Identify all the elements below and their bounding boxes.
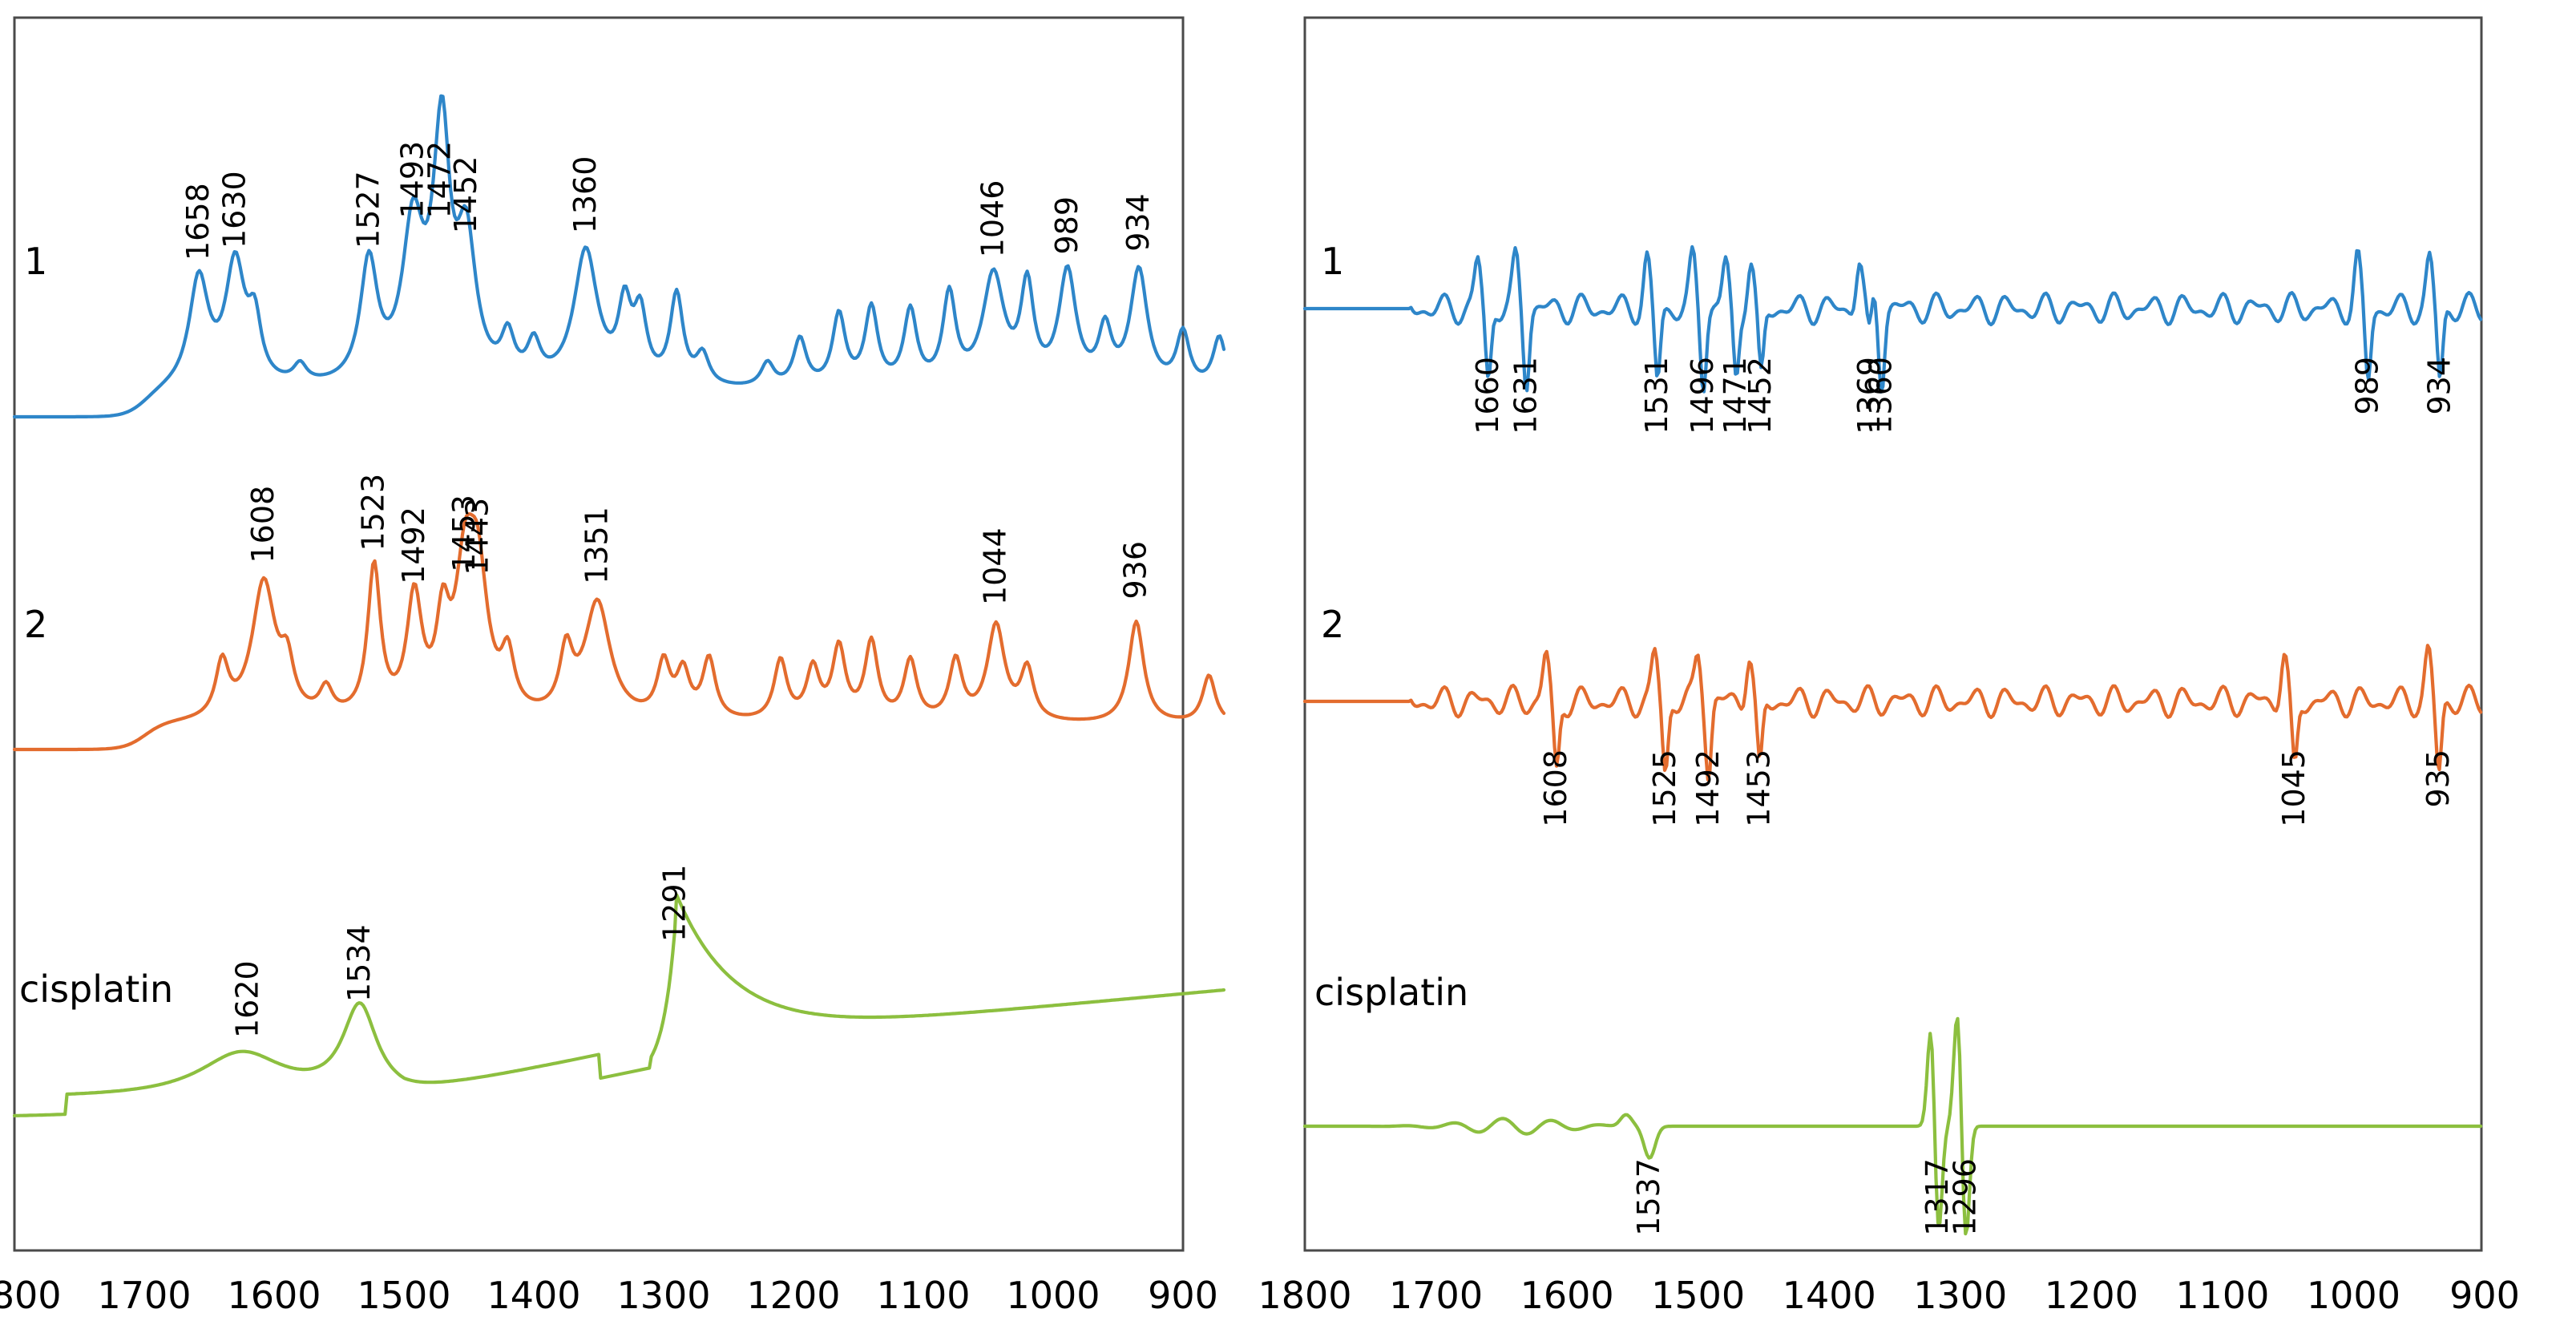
left-peak-label-1-1046: 1046 [975, 180, 1011, 258]
right-series-label-cisplatin: cisplatin [1314, 971, 1468, 1014]
right-peak-label-cisplatin-1537: 1537 [1631, 1158, 1666, 1236]
right-peak-label-cisplatin-1296: 1296 [1947, 1158, 1982, 1236]
right-x-tick-900: 900 [2449, 1274, 2520, 1317]
left-peak-label-2-1608: 1608 [245, 486, 281, 564]
right-peak-label-2-1492: 1492 [1690, 749, 1726, 827]
right-trace-2 [1302, 644, 2483, 782]
left-x-tick-1700: 1700 [97, 1274, 191, 1317]
right-peak-label-1-989: 989 [2349, 357, 2384, 415]
left-x-tick-1200: 1200 [746, 1274, 840, 1317]
left-panel-frame [13, 16, 1185, 1252]
left-x-tick-1100: 1100 [876, 1274, 970, 1317]
right-peak-label-cisplatin-1317: 1317 [1920, 1158, 1955, 1236]
right-x-tick-1300: 1300 [1913, 1274, 2007, 1317]
right-panel-frame [1303, 16, 2483, 1252]
left-x-tick-900: 900 [1148, 1274, 1218, 1317]
right-series-label-1: 1 [1321, 240, 1344, 283]
right-trace-1 [1302, 244, 2483, 394]
right-x-tick-labels: 1800 1700 1600 1500 1400 1300 1200 1100 1000 900 [1258, 1274, 2519, 1317]
right-peak-label-1-934: 934 [2421, 357, 2457, 415]
left-peak-label-2-1351: 1351 [579, 507, 614, 584]
left-peak-label-cisplatin-1534: 1534 [341, 924, 377, 1002]
right-x-tick-1600: 1600 [1520, 1274, 1614, 1317]
left-series-labels: 1 2 cisplatin [19, 240, 173, 1011]
left-series-label-2: 2 [24, 603, 47, 646]
right-x-tick-1200: 1200 [2045, 1274, 2138, 1317]
right-peak-label-2-1525: 1525 [1647, 749, 1682, 827]
left-peak-label-1-1493: 1493 [394, 141, 430, 219]
left-peak-label-1-1472: 1472 [422, 141, 457, 219]
left-peak-label-2-1044: 1044 [978, 527, 1013, 605]
left-peak-label-1-989: 989 [1049, 196, 1084, 255]
right-peak-label-2-1608: 1608 [1538, 749, 1573, 827]
left-trace-1 [12, 94, 1226, 419]
left-traces [12, 94, 1226, 1117]
right-peak-label-2-1453: 1453 [1742, 749, 1777, 827]
left-peak-label-1-1630: 1630 [216, 171, 252, 248]
right-x-tick-1500: 1500 [1651, 1274, 1745, 1317]
right-trace-cisplatin [1302, 1016, 2483, 1236]
left-trace-cisplatin [12, 893, 1226, 1117]
left-peak-label-1-934: 934 [1120, 193, 1156, 252]
left-peak-label-1-1452: 1452 [448, 156, 483, 234]
right-peak-label-1-1660: 1660 [1470, 357, 1505, 434]
left-peak-label-1-1658: 1658 [180, 183, 216, 261]
left-peak-label-cisplatin-1620: 1620 [230, 960, 265, 1038]
left-x-tick-labels: 1800 1700 1600 1500 1400 1300 1200 1100 1000 900 [0, 1274, 1218, 1317]
right-x-tick-1800: 1800 [1258, 1274, 1351, 1317]
left-peak-label-1-1527: 1527 [350, 171, 386, 248]
right-peak-label-1-1369: 1369 [1851, 357, 1887, 434]
right-traces [1302, 244, 2483, 1236]
right-peak-label-1-1360: 1360 [1863, 357, 1899, 434]
left-x-tick-1800: 1800 [0, 1274, 62, 1317]
right-x-tick-1700: 1700 [1389, 1274, 1483, 1317]
left-x-tick-1000: 1000 [1006, 1274, 1100, 1317]
left-x-tick-1400: 1400 [487, 1274, 580, 1317]
left-peak-label-2-1523: 1523 [356, 474, 391, 551]
right-peak-label-2-1045: 1045 [2276, 749, 2312, 827]
left-series-label-cisplatin: cisplatin [19, 967, 173, 1011]
left-x-tick-1600: 1600 [227, 1274, 321, 1317]
right-peak-label-1-1631: 1631 [1508, 357, 1543, 434]
right-peak-label-1-1452: 1452 [1742, 357, 1778, 434]
left-peak-label-cisplatin-1291: 1291 [657, 864, 692, 942]
right-peak-label-1-1471: 1471 [1718, 357, 1753, 434]
left-x-tick-1300: 1300 [616, 1274, 710, 1317]
right-x-tick-1100: 1100 [2175, 1274, 2269, 1317]
right-peak-label-2-935: 935 [2421, 749, 2456, 808]
left-trace-2 [12, 512, 1226, 752]
right-series-labels: 1 2 cisplatin [1314, 240, 1468, 1014]
left-peak-label-2-1443: 1443 [459, 498, 495, 576]
left-peak-label-2-1492: 1492 [396, 507, 431, 584]
left-peak-label-2-936: 936 [1118, 541, 1153, 600]
right-series-label-2: 2 [1321, 603, 1344, 646]
left-peak-label-2-1453: 1453 [446, 495, 482, 572]
left-series-label-1: 1 [24, 240, 47, 283]
left-peak-label-1-1360: 1360 [567, 156, 603, 234]
left-x-tick-1500: 1500 [357, 1274, 450, 1317]
right-x-tick-1400: 1400 [1783, 1274, 1876, 1317]
right-peak-label-1-1496: 1496 [1685, 357, 1720, 434]
right-peak-label-1-1531: 1531 [1639, 357, 1674, 434]
right-x-tick-1000: 1000 [2307, 1274, 2400, 1317]
